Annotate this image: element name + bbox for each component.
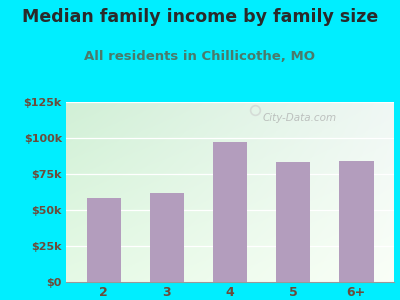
Bar: [86, 199, 121, 282]
Bar: [150, 193, 184, 282]
Bar: [276, 163, 310, 282]
Text: All residents in Chillicothe, MO: All residents in Chillicothe, MO: [84, 50, 316, 62]
Bar: [339, 161, 374, 282]
Text: Median family income by family size: Median family income by family size: [22, 8, 378, 26]
Text: City-Data.com: City-Data.com: [263, 113, 337, 123]
Bar: [213, 142, 247, 282]
